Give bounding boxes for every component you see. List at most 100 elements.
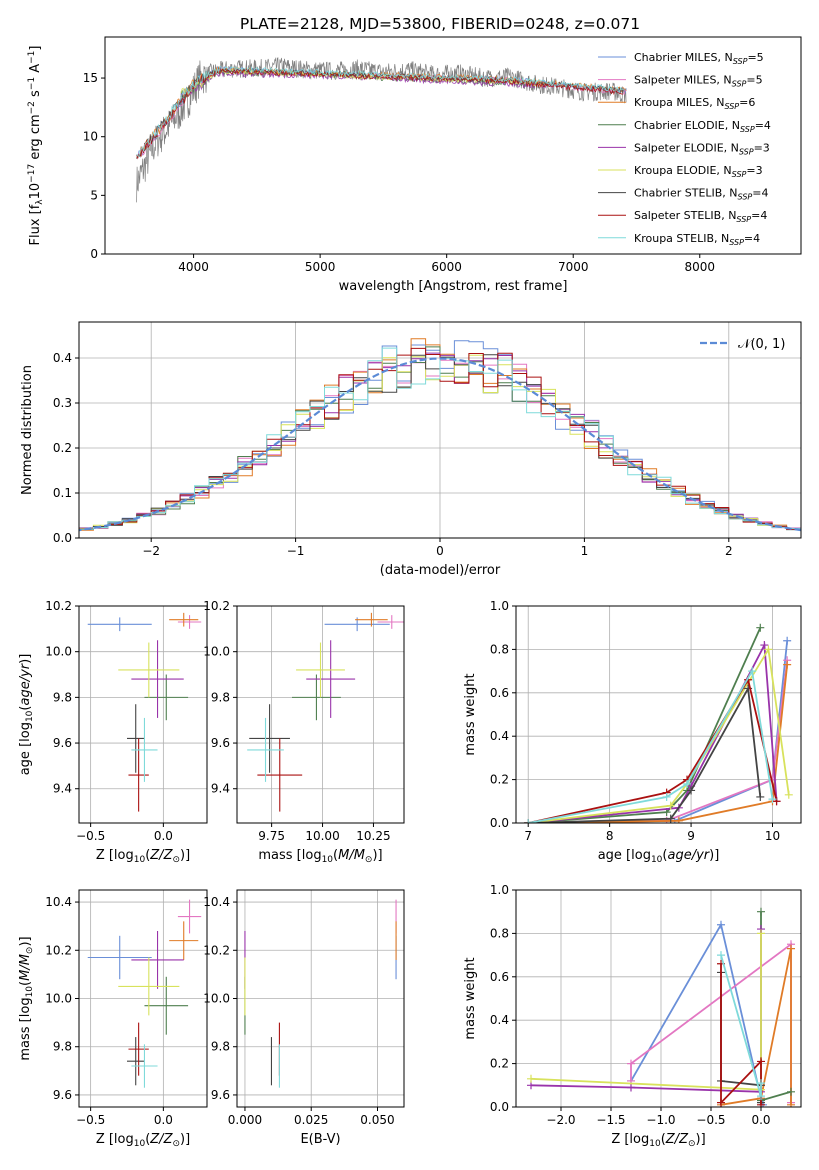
spectrum-legend: Chabrier MILES, NSSP=5 Salpeter MILES, NS… [598, 51, 771, 247]
y-tick-label: 0.8 [490, 642, 509, 656]
x-tick-label: −2 [142, 544, 160, 558]
mass_vs_Z-panel: −0.5 0.0 9.6 9.8 10.0 10.2 10.4 Z [log10(Z/Z⊙)]… [18, 889, 208, 1149]
x-tick-label: 9 [687, 829, 695, 843]
point-marker [757, 929, 765, 938]
y-tick-label: 10.2 [45, 943, 72, 957]
x-tick-label: 0.050 [360, 1113, 394, 1127]
x-axis-label: E(B-V) [300, 1132, 340, 1147]
point-marker [748, 667, 757, 676]
weight-series-line [530, 933, 762, 1091]
y-axis-label: mass weight [463, 673, 478, 755]
weight-series-line [528, 627, 762, 823]
y-tick-label: 10.0 [45, 645, 72, 659]
y-tick-label: 0.6 [490, 970, 509, 984]
y-tick-label: 0.3 [53, 396, 72, 410]
y-tick-label: 10.4 [45, 895, 72, 909]
legend-entry: Kroupa ELODIE, NSSP=3 [634, 164, 763, 179]
weight-series-line [720, 954, 762, 1097]
legend-entry: Salpeter STELIB, NSSP=4 [634, 209, 767, 224]
axes-frame [78, 321, 802, 539]
spectrum-series-line [136, 65, 624, 158]
axes-frame [78, 889, 208, 1108]
y-tick-label: 9.8 [53, 690, 72, 704]
mass_weight_vs_Z-panel: −2.0 −1.5 −1.0 −0.5 0.0 0.0 0.2 0.4 0.6 0.8 1.0 Z [… [463, 883, 802, 1149]
point-marker [666, 801, 675, 810]
y-axis-label: Flux [fλ10−17 erg cm−2 s−1 A−1] [27, 46, 45, 246]
y-tick-label: 0.1 [53, 486, 72, 500]
y-tick-label: 0.2 [53, 441, 72, 455]
x-tick-label: 7000 [558, 260, 589, 274]
point-marker [757, 1100, 765, 1107]
weight-series-line [528, 685, 762, 823]
weight-series-line [528, 677, 778, 823]
point-marker [783, 660, 792, 669]
y-tick-label: 10.2 [203, 943, 230, 957]
y-tick-label: 0.4 [490, 729, 509, 743]
x-tick-label: −1.0 [646, 1113, 675, 1127]
age_vs_Z-marks [87, 612, 202, 812]
point-marker [666, 814, 675, 823]
y-tick-label: 1.0 [490, 883, 509, 897]
point-marker [687, 786, 696, 795]
x-tick-label: 8 [606, 829, 614, 843]
x-tick-label: 0.000 [228, 1113, 262, 1127]
y-tick-label: 0.4 [490, 1013, 509, 1027]
x-tick-label: 0.025 [294, 1113, 328, 1127]
point-marker [717, 920, 725, 929]
x-tick-label: 0.0 [154, 1113, 173, 1127]
mass_weight_vs_age-panel: 7 8 9 10 0.0 0.2 0.4 0.6 0.8 1.0 age [log10(age/yr… [463, 599, 802, 865]
point-marker [674, 816, 683, 823]
axes-frame [515, 605, 802, 824]
y-tick-label: 0.0 [53, 531, 72, 545]
spectrum-panel: 4000 5000 6000 7000 8000 0 5 10 15 wavelength [An… [27, 36, 802, 294]
y-axis-label: age [log10(age/yr)] [18, 654, 35, 776]
y-axis-label: Normed distribution [20, 365, 35, 495]
x-tick-label: 1 [581, 544, 589, 558]
y-tick-label: 10 [83, 130, 98, 144]
y-tick-label: 9.6 [53, 1088, 72, 1102]
y-tick-label: 9.6 [211, 736, 230, 750]
y-tick-label: 0.8 [490, 926, 509, 940]
y-tick-label: 10.2 [203, 599, 230, 613]
point-marker [760, 641, 769, 650]
y-tick-label: 0.2 [490, 773, 509, 787]
x-tick-label: 5000 [305, 260, 336, 274]
mass_weight_vs_Z-marks [527, 907, 795, 1107]
point-marker [784, 790, 793, 799]
axes-frame [104, 36, 802, 255]
spectrum-series-line [180, 70, 548, 98]
x-tick-label: 4000 [178, 260, 209, 274]
x-tick-label: −0.5 [76, 829, 105, 843]
residuals-panel: −2 −1 0 1 2 0.0 0.1 0.2 0.3 0.4 (data-model)/error… [20, 321, 802, 578]
legend-entry: Kroupa MILES, NSSP=6 [634, 96, 755, 111]
x-axis-label: Z [log10(Z/Z⊙)] [611, 1132, 705, 1149]
legend-entry: Salpeter MILES, NSSP=5 [634, 74, 763, 89]
point-marker [662, 792, 671, 801]
x-tick-label: 7 [524, 829, 532, 843]
y-axis-label: mass [log10(M/M⊙)] [18, 936, 35, 1060]
point-marker [756, 623, 765, 632]
residuals-marks [79, 338, 801, 533]
x-tick-label: 8000 [684, 260, 715, 274]
axes-frame [236, 605, 405, 824]
normal-curve [79, 357, 801, 532]
x-tick-label: 10.00 [305, 829, 339, 843]
axes-frame [78, 605, 208, 824]
x-tick-label: 6000 [431, 260, 462, 274]
point-marker [717, 951, 725, 960]
y-tick-label: 10.4 [203, 895, 230, 909]
point-marker [683, 779, 691, 788]
y-tick-label: 10.0 [203, 992, 230, 1006]
legend-entry: Salpeter ELODIE, NSSP=3 [634, 141, 770, 156]
point-marker [527, 1074, 535, 1083]
x-tick-label: 2 [725, 544, 733, 558]
y-tick-label: 0.2 [490, 1057, 509, 1071]
y-tick-label: 10.0 [45, 992, 72, 1006]
weight-series-line [528, 668, 774, 823]
weight-series-line [630, 922, 764, 1106]
point-marker [768, 795, 777, 804]
y-tick-label: 9.8 [211, 1040, 230, 1054]
y-axis-label: mass weight [463, 957, 478, 1039]
x-tick-label: 0.0 [154, 829, 173, 843]
y-tick-label: 0.0 [490, 1100, 509, 1114]
